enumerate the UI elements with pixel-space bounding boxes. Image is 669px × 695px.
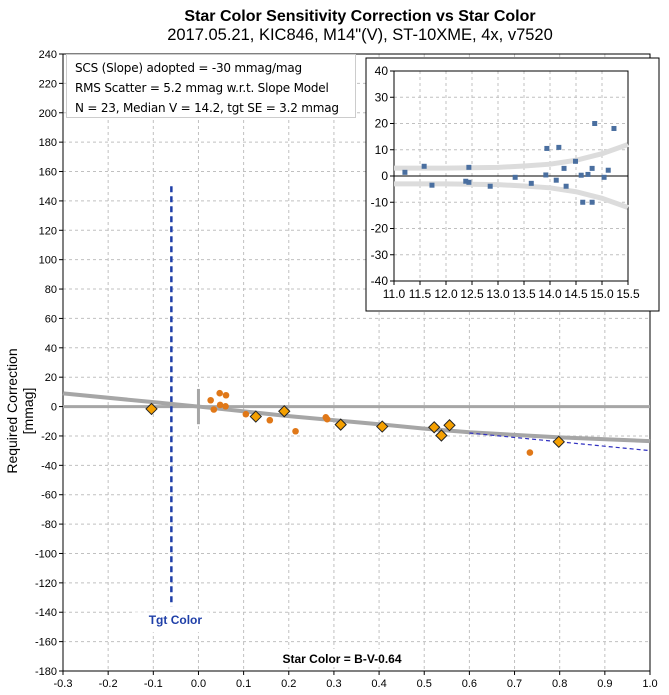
y-tick-label: 0 [51,402,57,414]
x-tick-label: -0.3 [54,678,73,690]
slope-line [469,432,651,452]
y-tick-label: -20 [41,431,57,443]
plot-area [62,53,651,672]
info-line: N = 23, Median V = 14.2, tgt SE = 3.2 mm… [75,101,339,115]
data-point-dot [526,449,534,456]
target-color-label: Tgt Color [149,613,203,627]
x-tick-label: 0.1 [236,678,251,690]
x-tick-label: 0.3 [326,678,341,690]
x-tick-label: -0.1 [144,678,163,690]
x-tick-label: 1.0 [642,678,657,690]
y-tick-label: -120 [35,578,57,590]
y-tick-label: -140 [35,607,57,619]
y-tick-label: 120 [39,225,57,237]
x-axis-label: Star Color = B-V-0.64 [282,652,401,666]
y-tick-label: 40 [45,343,57,355]
y-tick-label: 100 [39,255,57,267]
data-point-dot [210,406,218,413]
x-tick-label: 0.0 [191,678,206,690]
y-tick-label: 160 [39,167,57,179]
x-tick-label: 0.9 [597,678,612,690]
y-tick-label: -60 [41,490,57,502]
data-point-diamond [249,410,263,423]
x-tick-label: 0.5 [417,678,432,690]
data-point-dot [222,391,230,399]
x-tick-label: 0.4 [371,678,386,690]
x-tick-label: 0.8 [552,678,567,690]
x-tick-label: 0.7 [507,678,522,690]
y-tick-label: -160 [35,637,57,649]
chart-title: Star Color Sensitivity Correction vs Sta… [184,8,536,25]
data-point-diamond [552,435,565,449]
chart-subtitle: 2017.05.21, KIC846, M14"(V), ST-10XME, 4… [167,26,553,44]
fit-curve [62,391,651,444]
y-tick-label: 240 [39,49,57,61]
data-point-dot [216,389,223,397]
data-point-dot [266,416,274,424]
y-tick-label: 60 [45,313,57,325]
y-tick-label: -40 [41,460,57,472]
info-line: RMS Scatter = 5.2 mmag w.r.t. Slope Mode… [75,81,329,95]
y-tick-label: 20 [45,372,57,384]
data-point-dot [323,415,331,423]
y-tick-label: 140 [39,196,57,208]
y-tick-label: -80 [41,519,57,531]
y-tick-label: -100 [35,548,57,560]
y-tick-label: -180 [35,666,57,678]
x-tick-label: 0.2 [281,678,296,690]
data-point-dot [222,402,229,410]
y-tick-label: 220 [39,78,57,90]
data-point-diamond [278,405,291,418]
data-point-diamond [435,429,448,442]
data-point-diamond [427,421,441,434]
y-tick-label: 180 [39,137,57,149]
data-point-dot [292,427,299,435]
x-tick-label: -0.2 [99,678,118,690]
data-point-dot [242,410,250,418]
data-point-dot [207,396,214,404]
info-line: SCS (Slope) adopted = -30 mmag/mag [75,61,302,75]
data-point-diamond [376,420,389,433]
data-point-diamond [334,418,347,431]
x-tick-label: 0.6 [462,678,477,690]
data-point-diamond [145,402,158,416]
data-point-diamond [443,419,456,432]
data-point-dot [216,401,224,409]
x-label-bg [262,649,422,667]
info-box: SCS (Slope) adopted = -30 mmag/mag RMS S… [66,54,356,118]
y-tick-label: 80 [45,284,57,296]
target-label-bg [133,612,210,633]
y-tick-label: 200 [39,108,57,120]
